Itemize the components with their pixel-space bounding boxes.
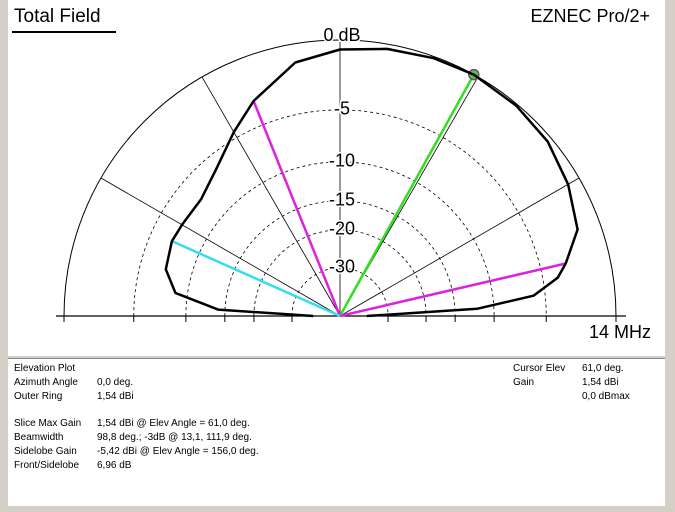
chart-title: Total Field xyxy=(14,6,101,27)
ring-label: -15 xyxy=(329,190,355,210)
ring xyxy=(185,161,495,317)
ring xyxy=(63,39,617,317)
pattern xyxy=(164,47,579,318)
cursor-line xyxy=(338,73,475,317)
cursor-line xyxy=(339,262,566,318)
info-label: Azimuth Angle xyxy=(14,377,78,388)
angle-grid-line xyxy=(201,76,341,317)
ring-label: -5 xyxy=(334,99,350,119)
info-label: Gain xyxy=(513,377,535,388)
ring xyxy=(133,109,547,317)
info-label: Front/Sidelobe xyxy=(14,460,80,471)
info-value: 0,0 deg. xyxy=(97,377,134,388)
info-value: 98,8 deg.; -3dB @ 13,1, 111,9 deg. xyxy=(97,432,252,443)
info-label: Cursor Elev xyxy=(513,363,566,374)
angle-grid-line xyxy=(339,177,580,317)
info-value: 1,54 dBi xyxy=(582,377,619,388)
ring xyxy=(224,200,456,317)
info-value: 6,96 dB xyxy=(97,460,132,471)
ring-label: 0 dB xyxy=(323,25,360,45)
info-panel: Elevation Plot Azimuth Angle 0,0 deg. Oute… xyxy=(8,358,665,506)
info-value: 1,54 dBi @ Elev Angle = 61,0 deg. xyxy=(97,418,250,429)
info-label: Outer Ring xyxy=(14,391,63,402)
cursor-line xyxy=(171,240,341,318)
info-label: Sidelobe Gain xyxy=(14,446,77,457)
frequency: 14 MHz xyxy=(589,322,651,342)
program-name: EZNEC Pro/2+ xyxy=(530,6,650,26)
info-value: 61,0 deg. xyxy=(582,363,624,374)
info-value: 0,0 dBmax xyxy=(582,391,630,402)
plot-area: Total Field EZNEC Pro/2+ 14 MHz 0 dB -5 -1… xyxy=(8,0,665,356)
info-value: 1,54 dBi xyxy=(97,391,134,402)
ring-label: -10 xyxy=(329,151,355,171)
ring-label: -20 xyxy=(329,219,355,239)
ring xyxy=(253,229,427,317)
angle-grid-line xyxy=(100,177,341,317)
info-label: Beamwidth xyxy=(14,432,64,443)
cursor-line xyxy=(252,100,342,317)
info-label: Slice Max Gain xyxy=(14,418,82,429)
ring-label: -30 xyxy=(329,257,355,277)
panel-header: Elevation Plot xyxy=(14,363,76,374)
info-value: -5,42 dBi @ Elev Angle = 156,0 deg. xyxy=(97,446,259,457)
